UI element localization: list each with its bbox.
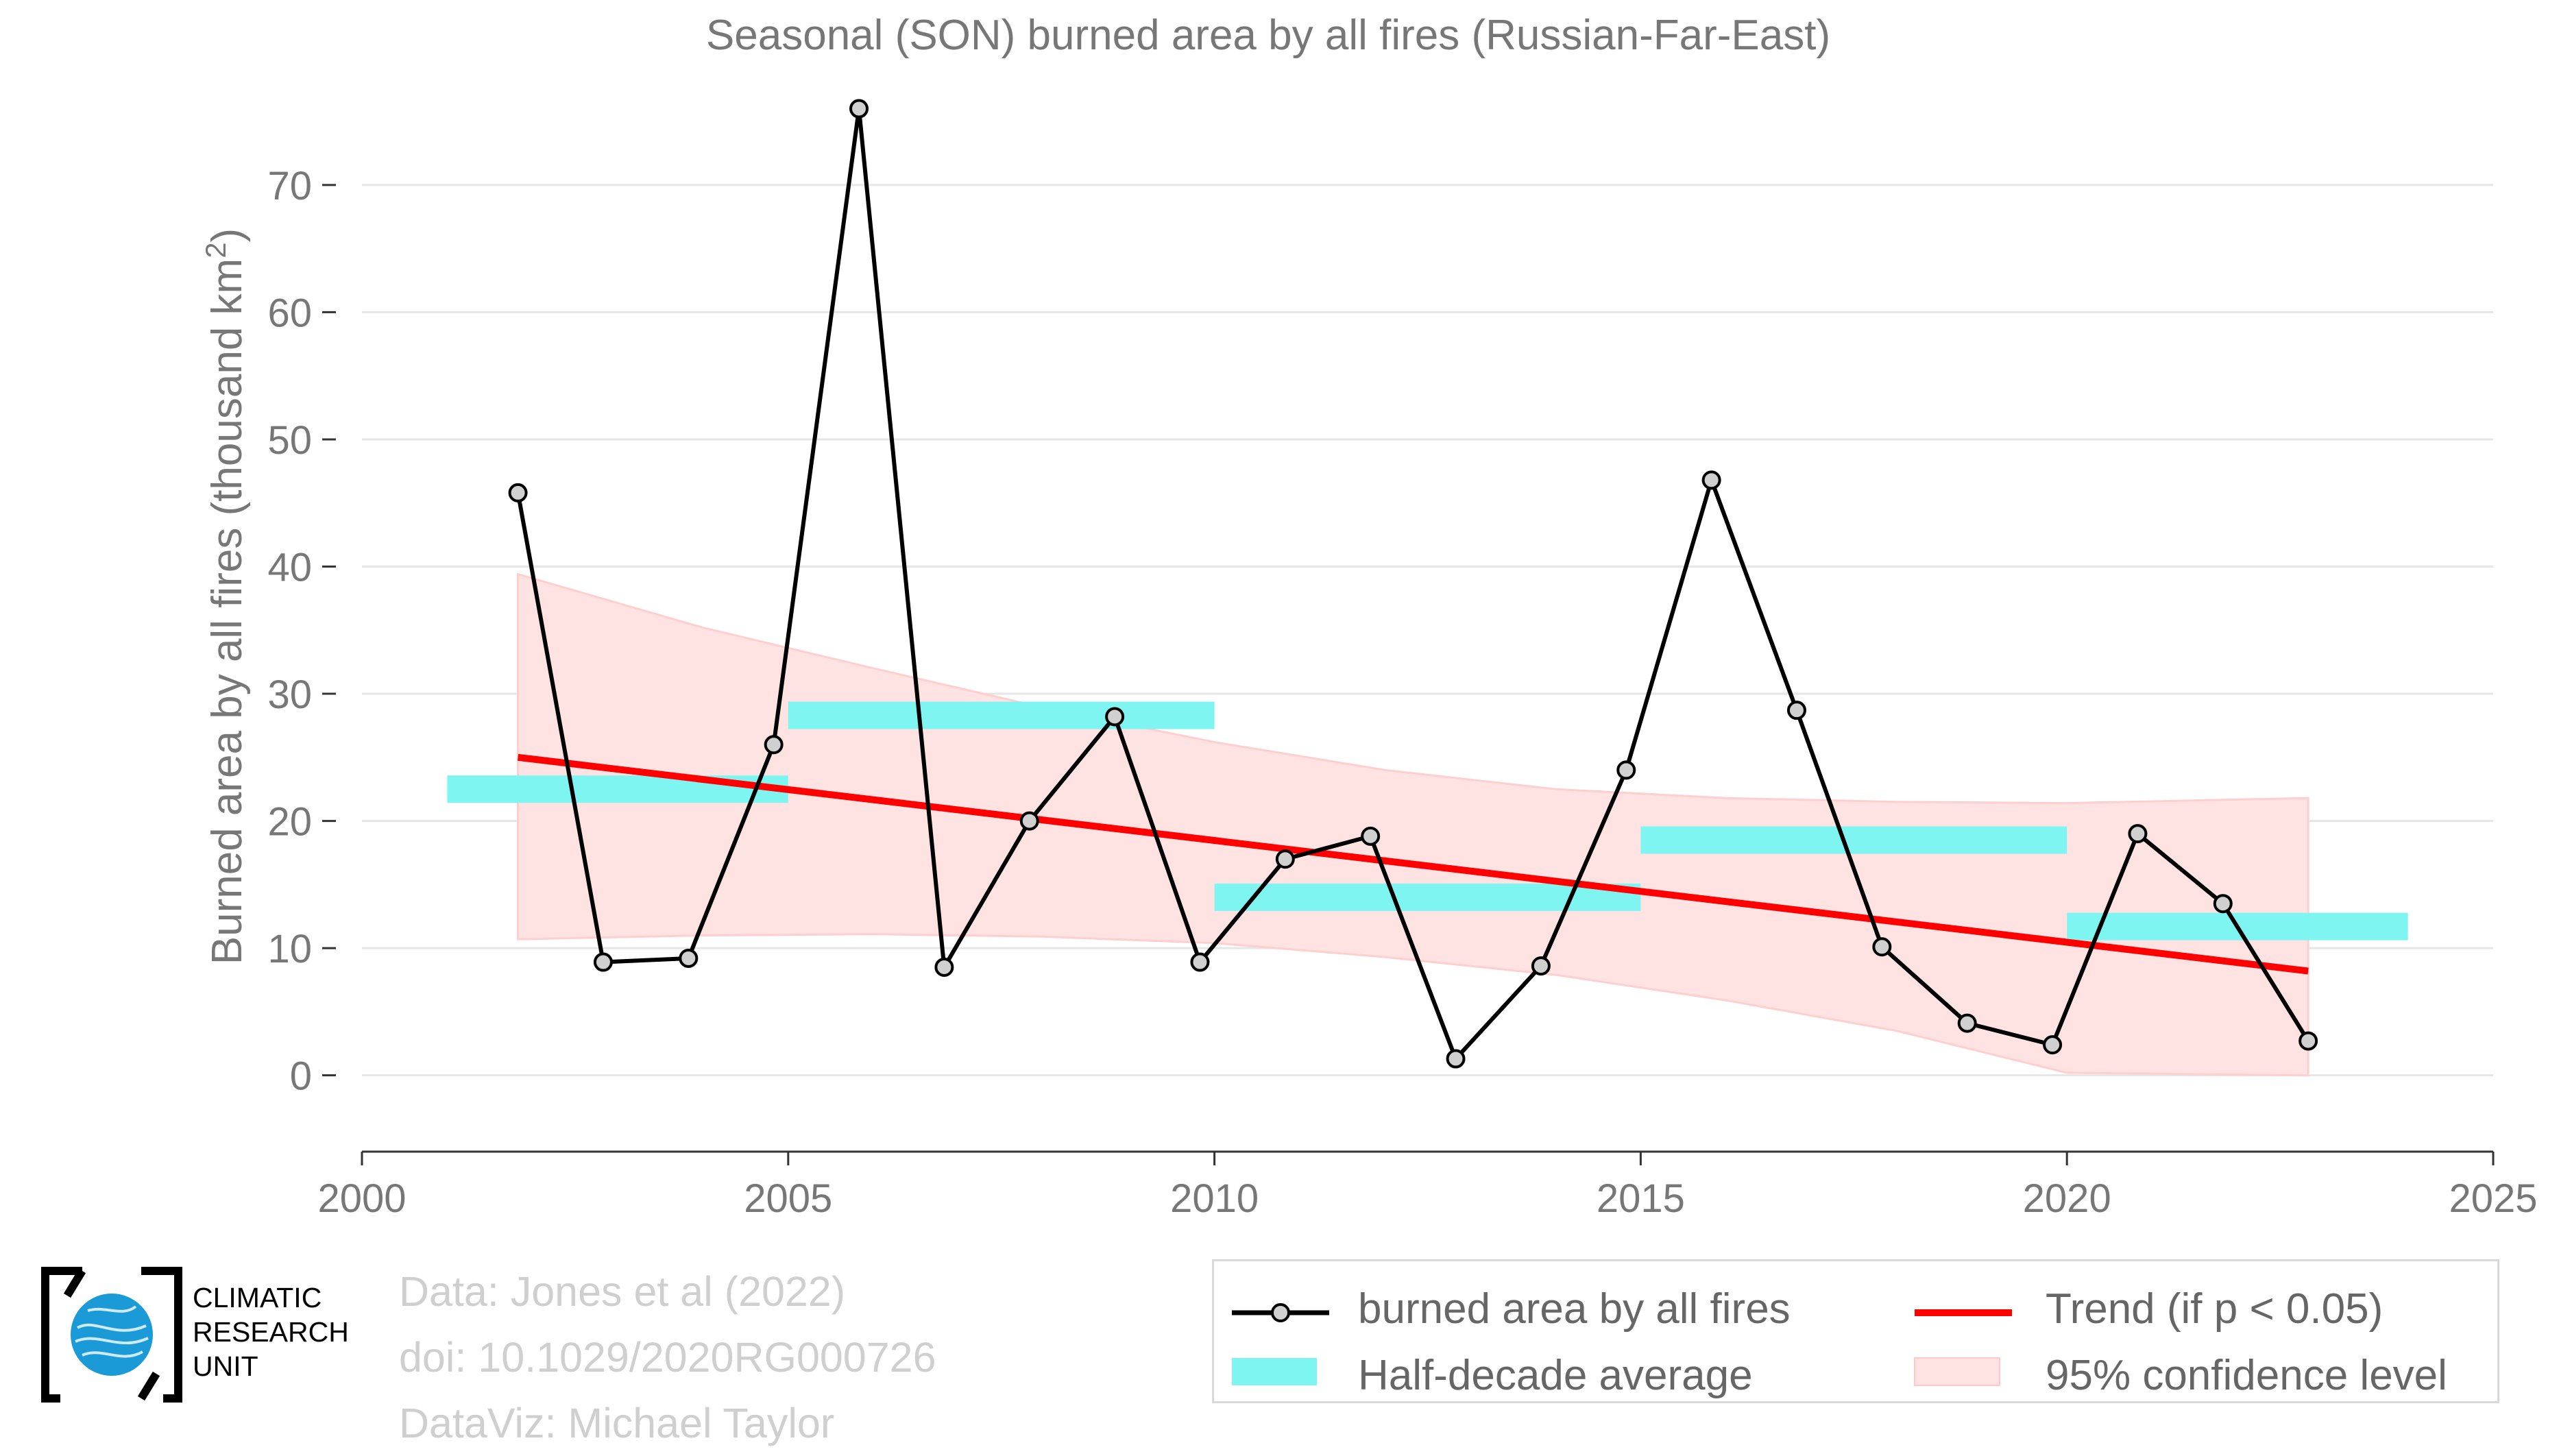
y-tick-label: 30 <box>267 672 312 717</box>
legend-label-series: burned area by all fires <box>1358 1285 1791 1333</box>
half-decade-averages <box>447 701 2408 941</box>
series-line <box>516 106 2310 1061</box>
y-tick-label: 70 <box>267 164 312 208</box>
data-point <box>2213 894 2233 914</box>
logo-text: CLIMATIC RESEARCH UNIT <box>193 1281 349 1383</box>
trend-line-segment <box>517 753 2309 975</box>
data-point <box>1957 1013 1977 1033</box>
data-point <box>1105 707 1125 727</box>
credit-dataviz: DataViz: Michael Taylor <box>399 1400 835 1446</box>
half-decade-average-bar <box>1640 826 2067 854</box>
legend-key-series <box>1232 1303 1329 1322</box>
half-decade-average-bar <box>788 701 1215 729</box>
half-decade-average-bar <box>447 775 788 803</box>
trend-line <box>517 753 2309 975</box>
x-tick-label: 2025 <box>2449 1176 2537 1221</box>
cru-logo <box>41 1267 182 1403</box>
y-tick-label: 50 <box>267 418 312 463</box>
legend-label-ci: 95% confidence level <box>2046 1352 2447 1399</box>
chart-title: Seasonal (SON) burned area by all fires … <box>706 12 1830 59</box>
data-point <box>1616 760 1636 780</box>
x-tick-label: 2005 <box>744 1176 832 1221</box>
legend-label-average: Half-decade average <box>1358 1352 1753 1399</box>
data-point <box>764 735 784 755</box>
confidence-band-area <box>517 572 2309 1077</box>
x-tick-label: 2010 <box>1170 1176 1259 1221</box>
data-point <box>593 952 613 972</box>
legend-key-trend <box>1915 1309 2012 1316</box>
data-point <box>508 483 528 502</box>
y-axis: 0 10 20 30 40 50 60 70 <box>267 164 336 1099</box>
legend-label-trend: Trend (if p < 0.05) <box>2046 1285 2384 1333</box>
y-tick-label: 40 <box>267 546 312 590</box>
data-point <box>1531 956 1551 976</box>
data-point <box>1446 1049 1466 1069</box>
data-point <box>1275 849 1295 869</box>
y-tick-label: 10 <box>267 927 312 971</box>
confidence-band <box>517 572 2309 1077</box>
data-point <box>1786 701 1806 720</box>
data-point <box>2299 1031 2318 1051</box>
logo-line-3: UNIT <box>193 1350 258 1382</box>
data-point <box>679 948 699 968</box>
legend: burned area by all fires Trend (if p < 0… <box>1212 1259 2499 1403</box>
x-tick-label: 2000 <box>317 1176 406 1221</box>
credits: Data: Jones et al (2022) doi: 10.1029/20… <box>399 1259 936 1456</box>
data-point <box>1701 470 1721 490</box>
x-tick-label: 2015 <box>1597 1176 1685 1221</box>
data-point <box>849 99 869 119</box>
legend-key-ci <box>1914 1357 2000 1386</box>
series-polyline <box>516 106 2310 1061</box>
data-point <box>1019 811 1039 831</box>
x-tick-label: 2020 <box>2023 1176 2111 1221</box>
y-tick-label: 20 <box>267 800 312 845</box>
y-tick-label: 0 <box>290 1054 312 1099</box>
credit-doi: doi: 10.1029/2020RG000726 <box>399 1334 936 1381</box>
chart-canvas: Seasonal (SON) burned area by all fires … <box>199 12 2538 1221</box>
data-point <box>1190 952 1210 972</box>
y-tick-label: 60 <box>267 291 312 335</box>
logo-line-1: CLIMATIC <box>193 1282 322 1313</box>
x-axis: 2000 2005 2010 2015 2020 2025 <box>317 1150 2538 1221</box>
data-point <box>1872 937 1892 957</box>
data-point <box>1361 826 1381 846</box>
data-point <box>2043 1035 2063 1055</box>
legend-key-average <box>1232 1358 1317 1385</box>
data-point <box>2128 824 2148 844</box>
data-points <box>508 99 2318 1069</box>
data-point <box>934 957 954 977</box>
logo-line-2: RESEARCH <box>193 1316 349 1348</box>
y-axis-label: Burned area by all fires (thousand km2) <box>199 228 252 964</box>
credit-data: Data: Jones et al (2022) <box>399 1268 846 1315</box>
